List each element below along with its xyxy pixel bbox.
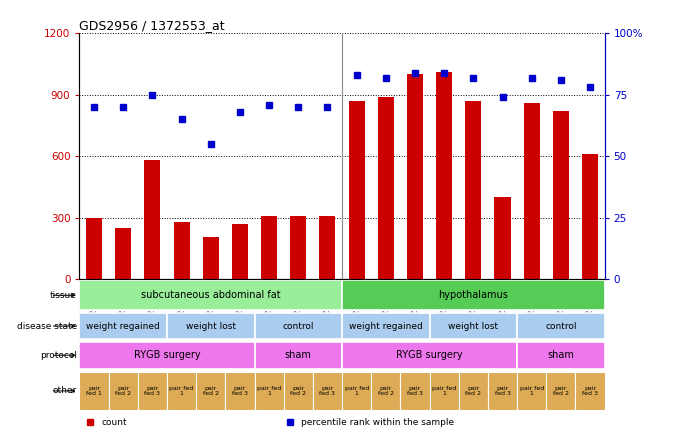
Text: pair
fed 1: pair fed 1: [86, 385, 102, 396]
Text: pair
fed 2: pair fed 2: [465, 385, 482, 396]
Bar: [79, 372, 108, 410]
Text: pair
fed 3: pair fed 3: [232, 385, 248, 396]
Text: other: other: [53, 386, 77, 396]
Bar: [582, 154, 598, 279]
Text: pair
fed 3: pair fed 3: [495, 385, 511, 396]
Text: sham: sham: [547, 350, 574, 360]
Text: percentile rank within the sample: percentile rank within the sample: [301, 418, 454, 427]
Bar: [319, 216, 335, 279]
Bar: [232, 224, 248, 279]
Bar: [79, 342, 254, 369]
Bar: [290, 216, 306, 279]
Bar: [517, 313, 605, 340]
Bar: [342, 313, 430, 340]
Text: hypothalamus: hypothalamus: [438, 290, 509, 300]
Bar: [517, 342, 605, 369]
Bar: [378, 97, 394, 279]
Text: control: control: [545, 321, 576, 330]
Text: sham: sham: [285, 350, 312, 360]
Bar: [254, 342, 342, 369]
Text: pair
fed 2: pair fed 2: [115, 385, 131, 396]
Bar: [202, 237, 219, 279]
Bar: [115, 228, 131, 279]
Bar: [108, 372, 138, 410]
Bar: [436, 72, 452, 279]
Bar: [524, 103, 540, 279]
Text: weight lost: weight lost: [186, 321, 236, 330]
Text: pair fed
1: pair fed 1: [257, 385, 281, 396]
Text: count: count: [102, 418, 127, 427]
Bar: [553, 111, 569, 279]
Bar: [173, 222, 189, 279]
Text: weight regained: weight regained: [86, 321, 160, 330]
Bar: [284, 372, 313, 410]
Text: RYGB surgery: RYGB surgery: [133, 350, 200, 360]
Text: pair fed
1: pair fed 1: [169, 385, 193, 396]
Bar: [547, 372, 576, 410]
Bar: [225, 372, 254, 410]
Bar: [79, 281, 342, 310]
Bar: [348, 101, 365, 279]
Bar: [254, 372, 284, 410]
Text: RYGB surgery: RYGB surgery: [396, 350, 463, 360]
Bar: [371, 372, 400, 410]
Text: control: control: [283, 321, 314, 330]
Bar: [459, 372, 488, 410]
Bar: [342, 372, 371, 410]
Bar: [495, 197, 511, 279]
Bar: [138, 372, 167, 410]
Text: weight regained: weight regained: [349, 321, 423, 330]
Text: pair fed
1: pair fed 1: [520, 385, 544, 396]
Text: pair
fed 2: pair fed 2: [553, 385, 569, 396]
Bar: [79, 313, 167, 340]
Bar: [86, 218, 102, 279]
Bar: [430, 372, 459, 410]
Text: weight lost: weight lost: [448, 321, 498, 330]
Text: disease state: disease state: [17, 321, 77, 330]
Text: pair
fed 2: pair fed 2: [202, 385, 219, 396]
Bar: [407, 74, 423, 279]
Text: pair fed
1: pair fed 1: [345, 385, 369, 396]
Text: pair
fed 3: pair fed 3: [582, 385, 598, 396]
Text: subcutaneous abdominal fat: subcutaneous abdominal fat: [141, 290, 281, 300]
Text: pair
fed 2: pair fed 2: [290, 385, 306, 396]
Bar: [576, 372, 605, 410]
Text: pair
fed 3: pair fed 3: [144, 385, 160, 396]
Text: protocol: protocol: [40, 351, 77, 360]
Bar: [400, 372, 430, 410]
Bar: [430, 313, 517, 340]
Bar: [517, 372, 547, 410]
Bar: [144, 160, 160, 279]
Text: tissue: tissue: [50, 291, 77, 300]
Text: GDS2956 / 1372553_at: GDS2956 / 1372553_at: [79, 19, 225, 32]
Bar: [313, 372, 342, 410]
Bar: [167, 313, 254, 340]
Bar: [488, 372, 517, 410]
Bar: [465, 101, 482, 279]
Text: pair fed
1: pair fed 1: [432, 385, 456, 396]
Bar: [261, 216, 277, 279]
Bar: [342, 342, 517, 369]
Bar: [254, 313, 342, 340]
Bar: [342, 281, 605, 310]
Text: pair
fed 2: pair fed 2: [378, 385, 394, 396]
Bar: [196, 372, 225, 410]
Text: pair
fed 3: pair fed 3: [407, 385, 423, 396]
Text: pair
fed 3: pair fed 3: [319, 385, 335, 396]
Bar: [167, 372, 196, 410]
